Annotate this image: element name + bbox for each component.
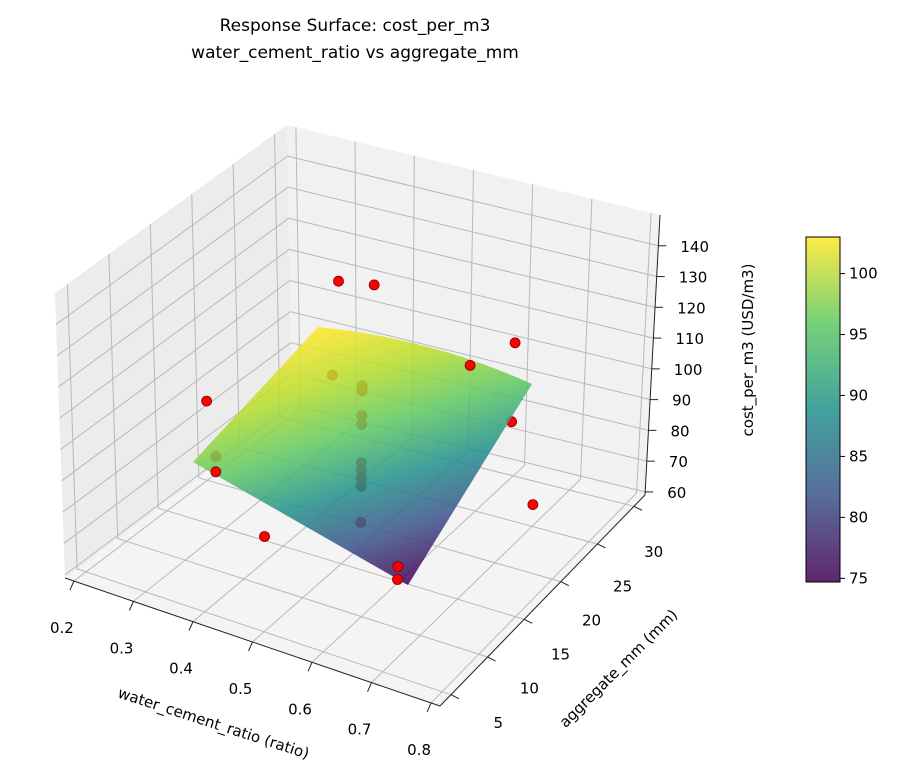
points-front [201, 275, 539, 585]
y-axis-line [439, 494, 646, 707]
colorbar-tick-label: 80 [849, 508, 868, 526]
colorbar-tick-label: 95 [849, 326, 868, 344]
data-point [210, 466, 222, 478]
y-tick-mark [487, 656, 496, 662]
floor-pane [65, 408, 645, 706]
left-gridline-z [55, 155, 288, 325]
x-tick-label: 0.2 [50, 619, 74, 637]
z-tick-label: 90 [672, 392, 691, 410]
x-tick-label: 0.5 [229, 680, 253, 698]
data-point [392, 561, 404, 572]
axis-ticks: 0.2 0.3 0.4 0.5 0.6 0.7 0.8 5 10 15 20 25 30 60 70 80 90… [50, 214, 709, 759]
colorbar-gradient [805, 236, 841, 583]
z-tick-label: 70 [669, 453, 688, 471]
left-gridline-y [66, 283, 78, 569]
z-tick-label: 140 [680, 238, 709, 256]
z-axis-line [644, 214, 661, 496]
left-gridline-z [59, 248, 290, 419]
x-tick-label: 0.4 [169, 660, 193, 678]
y-tick-label: 10 [520, 680, 539, 698]
floor-gridline-x [430, 492, 637, 704]
z-tick-label: 60 [667, 484, 686, 502]
floor-gridline-y [117, 538, 488, 658]
x-tick-label: 0.8 [407, 741, 431, 759]
chart-title: Response Surface: cost_per_m3 [220, 16, 491, 36]
x-tick-mark [248, 641, 253, 652]
colorbar-tick-label: 75 [849, 569, 868, 587]
back-gridline-x [580, 198, 593, 480]
x-tick-mark [188, 621, 194, 631]
x-tick-mark [69, 580, 75, 591]
back-gridline-z [287, 155, 659, 247]
left-gridline-z [56, 186, 289, 357]
back-gridline-z [289, 280, 652, 370]
data-point [259, 531, 270, 542]
data-point [392, 574, 403, 585]
left-gridline-z [58, 217, 289, 388]
colorbar-tick-label: 90 [849, 387, 868, 405]
left-gridline-z [61, 311, 291, 482]
colorbar-tick-label: 85 [849, 447, 868, 465]
x-tick-mark [307, 662, 313, 672]
z-axis-label: cost_per_m3 (USD/m3) [739, 264, 758, 437]
colorbar-tick-label: 100 [849, 265, 878, 283]
back-gridline-x [524, 184, 534, 466]
y-tick-mark [523, 618, 533, 624]
x-tick-mark [367, 682, 373, 692]
back-gridline-z [290, 311, 651, 401]
y-tick-label: 5 [494, 714, 504, 732]
x-tick-label: 0.7 [348, 721, 372, 739]
back-gridline-z [287, 186, 657, 278]
chart-subtitle: water_cement_ratio vs aggregate_mm [191, 43, 519, 63]
data-point [464, 359, 476, 371]
y-tick-mark [450, 694, 460, 700]
colorbar: 75 80 85 90 95 100 [805, 236, 878, 587]
z-tick-label: 100 [674, 361, 703, 379]
floor-gridline-y [158, 507, 525, 620]
floor-gridline-y [77, 568, 452, 696]
left-gridline-z [62, 342, 292, 513]
y-tick-mark [560, 581, 570, 587]
data-point [368, 279, 380, 291]
axes-panes [55, 125, 660, 706]
left-gridline-y [149, 223, 159, 509]
y-tick-mark [633, 505, 643, 511]
data-point [509, 337, 521, 349]
left-gridline-z [60, 280, 291, 450]
z-tick-label: 80 [671, 422, 690, 440]
back-gridline-z [288, 217, 656, 308]
y-tick-mark [597, 543, 606, 549]
z-tick-label: 110 [675, 330, 704, 348]
y-tick-label: 30 [644, 543, 663, 561]
left-wall-pane [55, 125, 292, 578]
data-point [333, 275, 344, 287]
left-gridline-y [108, 253, 119, 539]
left-gridline-y [191, 193, 200, 478]
left-gridline-y [232, 163, 240, 448]
y-tick-label: 20 [582, 611, 601, 629]
data-point [527, 499, 539, 511]
y-axis-label: aggregate_mm (mm) [556, 606, 682, 732]
response-surface [193, 327, 532, 585]
y-tick-label: 25 [613, 577, 632, 595]
y-tick-label: 15 [551, 646, 570, 664]
x-tick-label: 0.6 [288, 700, 312, 718]
back-gridline-z [289, 248, 654, 339]
x-axis-label: water_cement_ratio (ratio) [115, 684, 311, 764]
z-tick-label: 130 [679, 269, 708, 287]
data-point [201, 395, 213, 407]
x-tick-label: 0.3 [110, 639, 134, 657]
x-tick-mark [426, 702, 432, 713]
z-tick-label: 120 [677, 299, 706, 317]
back-gridline-x [636, 212, 652, 493]
x-tick-mark [128, 601, 134, 611]
floor-gridline-x [371, 478, 581, 683]
